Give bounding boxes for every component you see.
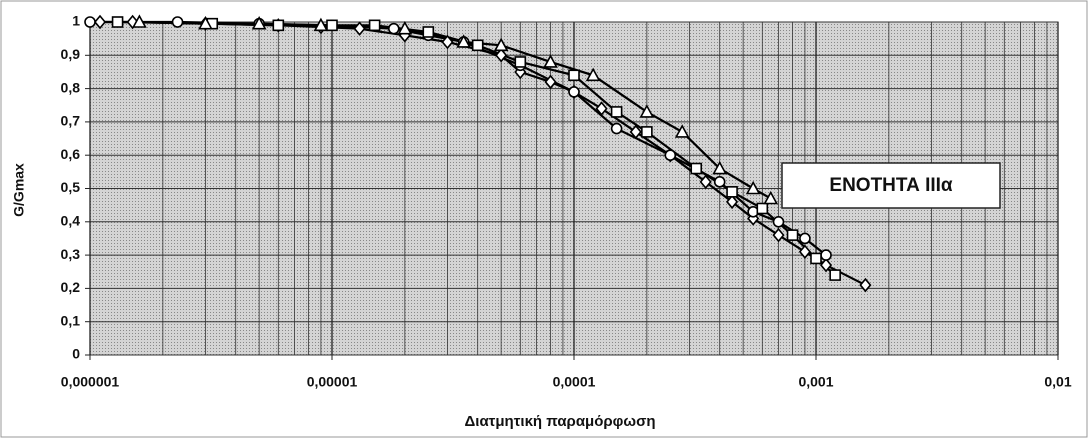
marker: [859, 277, 872, 293]
series-line: [139, 20, 772, 200]
marker: [664, 149, 677, 161]
marker: [198, 15, 213, 30]
marker: [544, 74, 557, 90]
marker: [798, 244, 811, 260]
marker: [799, 232, 811, 245]
marker: [713, 176, 726, 188]
marker: [568, 86, 580, 98]
marker: [326, 19, 338, 32]
annotation: ΕΝΟΤΗΤΑ ΙΙΙα: [829, 175, 953, 196]
marker: [610, 106, 623, 118]
marker: [368, 19, 381, 32]
marker: [674, 124, 690, 138]
marker: [313, 17, 329, 32]
x-tick-label: 0,00001: [307, 374, 358, 390]
marker: [495, 48, 508, 63]
y-axis-label: G/Gmax: [11, 163, 27, 217]
y-tick-label: 0,8: [61, 79, 81, 95]
y-tick-label: 0: [72, 346, 80, 362]
marker: [820, 249, 832, 261]
marker: [786, 229, 799, 241]
marker: [471, 39, 484, 52]
marker: [568, 69, 580, 82]
marker: [699, 174, 712, 190]
x-tick-label: 0,001: [798, 374, 833, 390]
marker: [387, 22, 400, 35]
marker: [543, 54, 558, 68]
marker: [772, 227, 785, 243]
y-tick-label: 0,7: [61, 113, 81, 129]
marker: [272, 19, 285, 32]
marker: [585, 67, 601, 82]
marker: [690, 162, 703, 175]
marker: [441, 34, 454, 50]
grid: 0 0,1 0,2 0,3 0,4 0,5 0,6 0,7 0,8 0,9 1 0,000001 0,0…: [61, 13, 1072, 390]
marker: [639, 104, 655, 118]
marker: [763, 190, 779, 205]
marker: [132, 14, 147, 28]
marker: [629, 124, 642, 140]
marker: [610, 122, 623, 135]
y-tick-label: 0,6: [61, 146, 81, 162]
marker: [745, 180, 761, 195]
marker: [819, 257, 833, 273]
marker: [641, 126, 653, 138]
y-tick-label: 0,3: [61, 246, 81, 262]
marker: [84, 16, 96, 28]
marker: [595, 101, 608, 116]
marker: [353, 21, 366, 36]
marker: [397, 20, 413, 35]
marks: [84, 14, 872, 293]
marker: [772, 216, 785, 228]
y-tick-label: 1: [72, 13, 80, 29]
y-tick-label: 0,4: [61, 213, 81, 229]
marker: [171, 16, 184, 28]
marker: [111, 16, 124, 28]
annotation-box: [781, 162, 1001, 209]
marker: [712, 160, 728, 175]
marker: [726, 194, 739, 210]
x-axis-label: Διατμητική παραμόρφωση: [465, 413, 656, 430]
marker: [756, 202, 769, 215]
y-tick-label: 0,2: [61, 279, 81, 295]
y-tick-label: 0,1: [61, 312, 81, 328]
y-tick-label: 0,9: [61, 46, 81, 62]
marker: [456, 34, 472, 48]
marker: [810, 252, 822, 265]
marker: [251, 15, 267, 30]
x-tick-label: 0,01: [1044, 374, 1071, 390]
x-tick-label: 0,0001: [553, 374, 596, 390]
y-tick-label: 0,5: [61, 179, 81, 195]
marker: [829, 269, 841, 281]
marker: [422, 26, 435, 38]
marker: [493, 37, 509, 52]
marker: [514, 56, 527, 68]
x-tick-label: 0,000001: [61, 374, 120, 390]
marker: [726, 186, 738, 198]
marker: [93, 14, 107, 30]
